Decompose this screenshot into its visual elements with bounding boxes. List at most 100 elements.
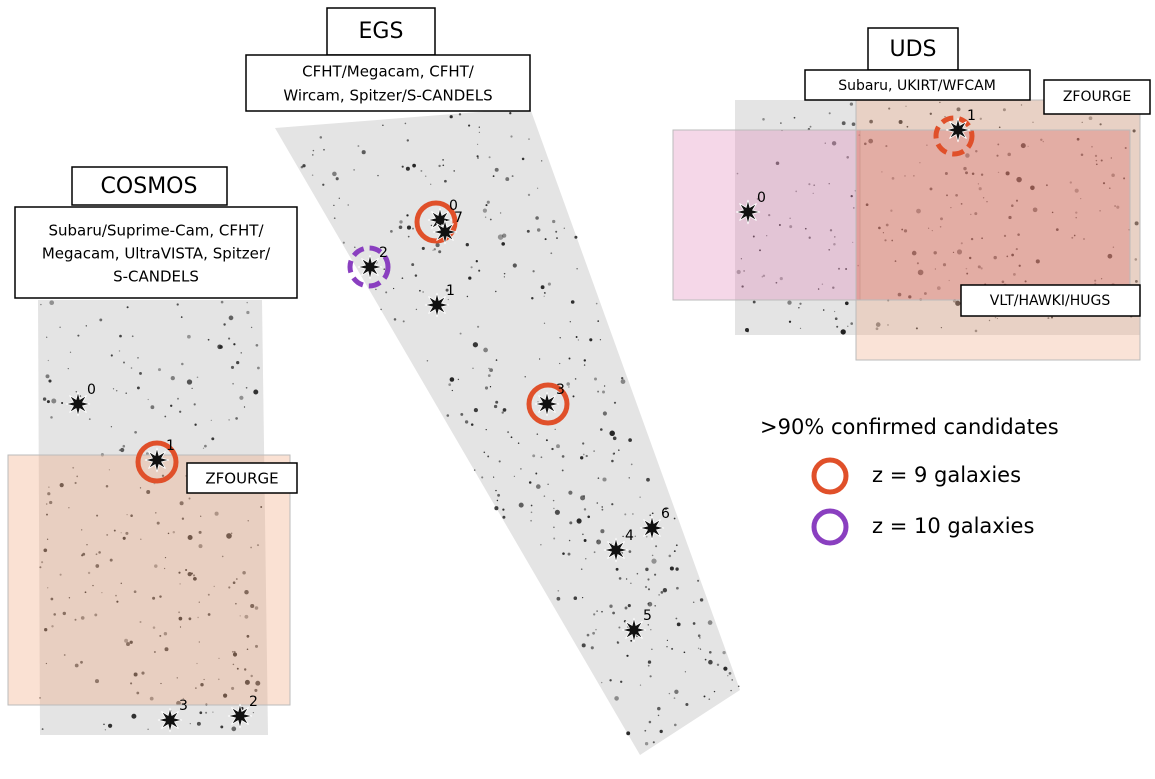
source [828,248,831,251]
candidate-star [424,292,450,318]
source [600,428,603,431]
source [130,514,133,517]
source [220,300,224,304]
source [611,503,614,506]
source [150,405,155,410]
source [146,490,151,494]
source [1132,129,1136,133]
source [228,337,231,340]
source [185,475,187,477]
source [231,532,233,534]
source [477,325,480,328]
source [980,267,983,270]
source [906,125,909,128]
legend: >90% confirmed candidates z = 9 galaxies… [760,415,1059,546]
source [260,506,263,508]
source [404,122,407,125]
source [646,477,650,482]
source [536,433,539,435]
source [844,301,849,306]
candidate-id: 6 [661,506,670,522]
source [1081,121,1083,123]
source [76,475,79,478]
source [960,242,963,245]
source [595,628,597,631]
source [552,219,556,224]
source [338,197,340,199]
source [933,251,937,255]
source [583,495,585,497]
label-box [1043,79,1151,115]
labels: COSMOS Subaru/Suprime-Cam, CFHT/ Megacam… [14,7,1151,494]
source [342,241,345,244]
source [952,251,955,254]
source [203,678,205,681]
candidate-star [735,199,761,225]
source [775,281,778,284]
source [104,729,107,731]
source [664,507,668,511]
source [50,597,54,601]
source [833,310,836,313]
source [986,201,988,203]
source [182,697,184,700]
source [438,250,442,254]
source [45,662,48,665]
source [609,604,613,608]
source [1020,104,1023,106]
source [1027,145,1029,147]
source [1112,246,1115,248]
source [94,613,98,617]
source [624,513,627,516]
source [207,593,210,596]
instruments: Megacam, UltraVISTA, Spitzer/ [42,245,271,263]
source [1011,253,1014,257]
source [126,513,128,516]
source [176,677,179,679]
source [675,544,678,547]
source [486,200,490,204]
source [47,359,49,362]
source [110,354,113,357]
uds-pink [672,129,861,301]
source [205,711,208,714]
source [99,318,103,322]
source [944,172,948,175]
source [625,578,628,580]
source [61,401,64,405]
source [412,163,416,168]
candidate-star [945,117,971,143]
source [647,624,650,626]
source [950,206,952,209]
source [154,564,158,568]
source [257,366,260,370]
source [180,316,183,318]
source [87,571,91,575]
source [586,633,590,637]
field-name: UDS [889,37,936,62]
source [430,183,432,185]
source [673,550,676,552]
source [704,658,707,661]
source [540,285,545,290]
source [411,263,415,267]
source [81,529,83,531]
source [501,242,505,246]
source [226,533,232,539]
source [59,573,62,576]
source [1011,204,1014,207]
source [620,680,623,683]
source [1016,176,1022,183]
source [223,693,228,698]
source [1114,205,1117,207]
source [543,295,545,297]
source [244,679,250,685]
source [723,666,728,671]
source [77,334,80,337]
source [163,567,166,570]
source [936,286,941,290]
source [589,338,593,342]
source [191,387,193,389]
source [503,276,506,278]
source [977,265,981,269]
